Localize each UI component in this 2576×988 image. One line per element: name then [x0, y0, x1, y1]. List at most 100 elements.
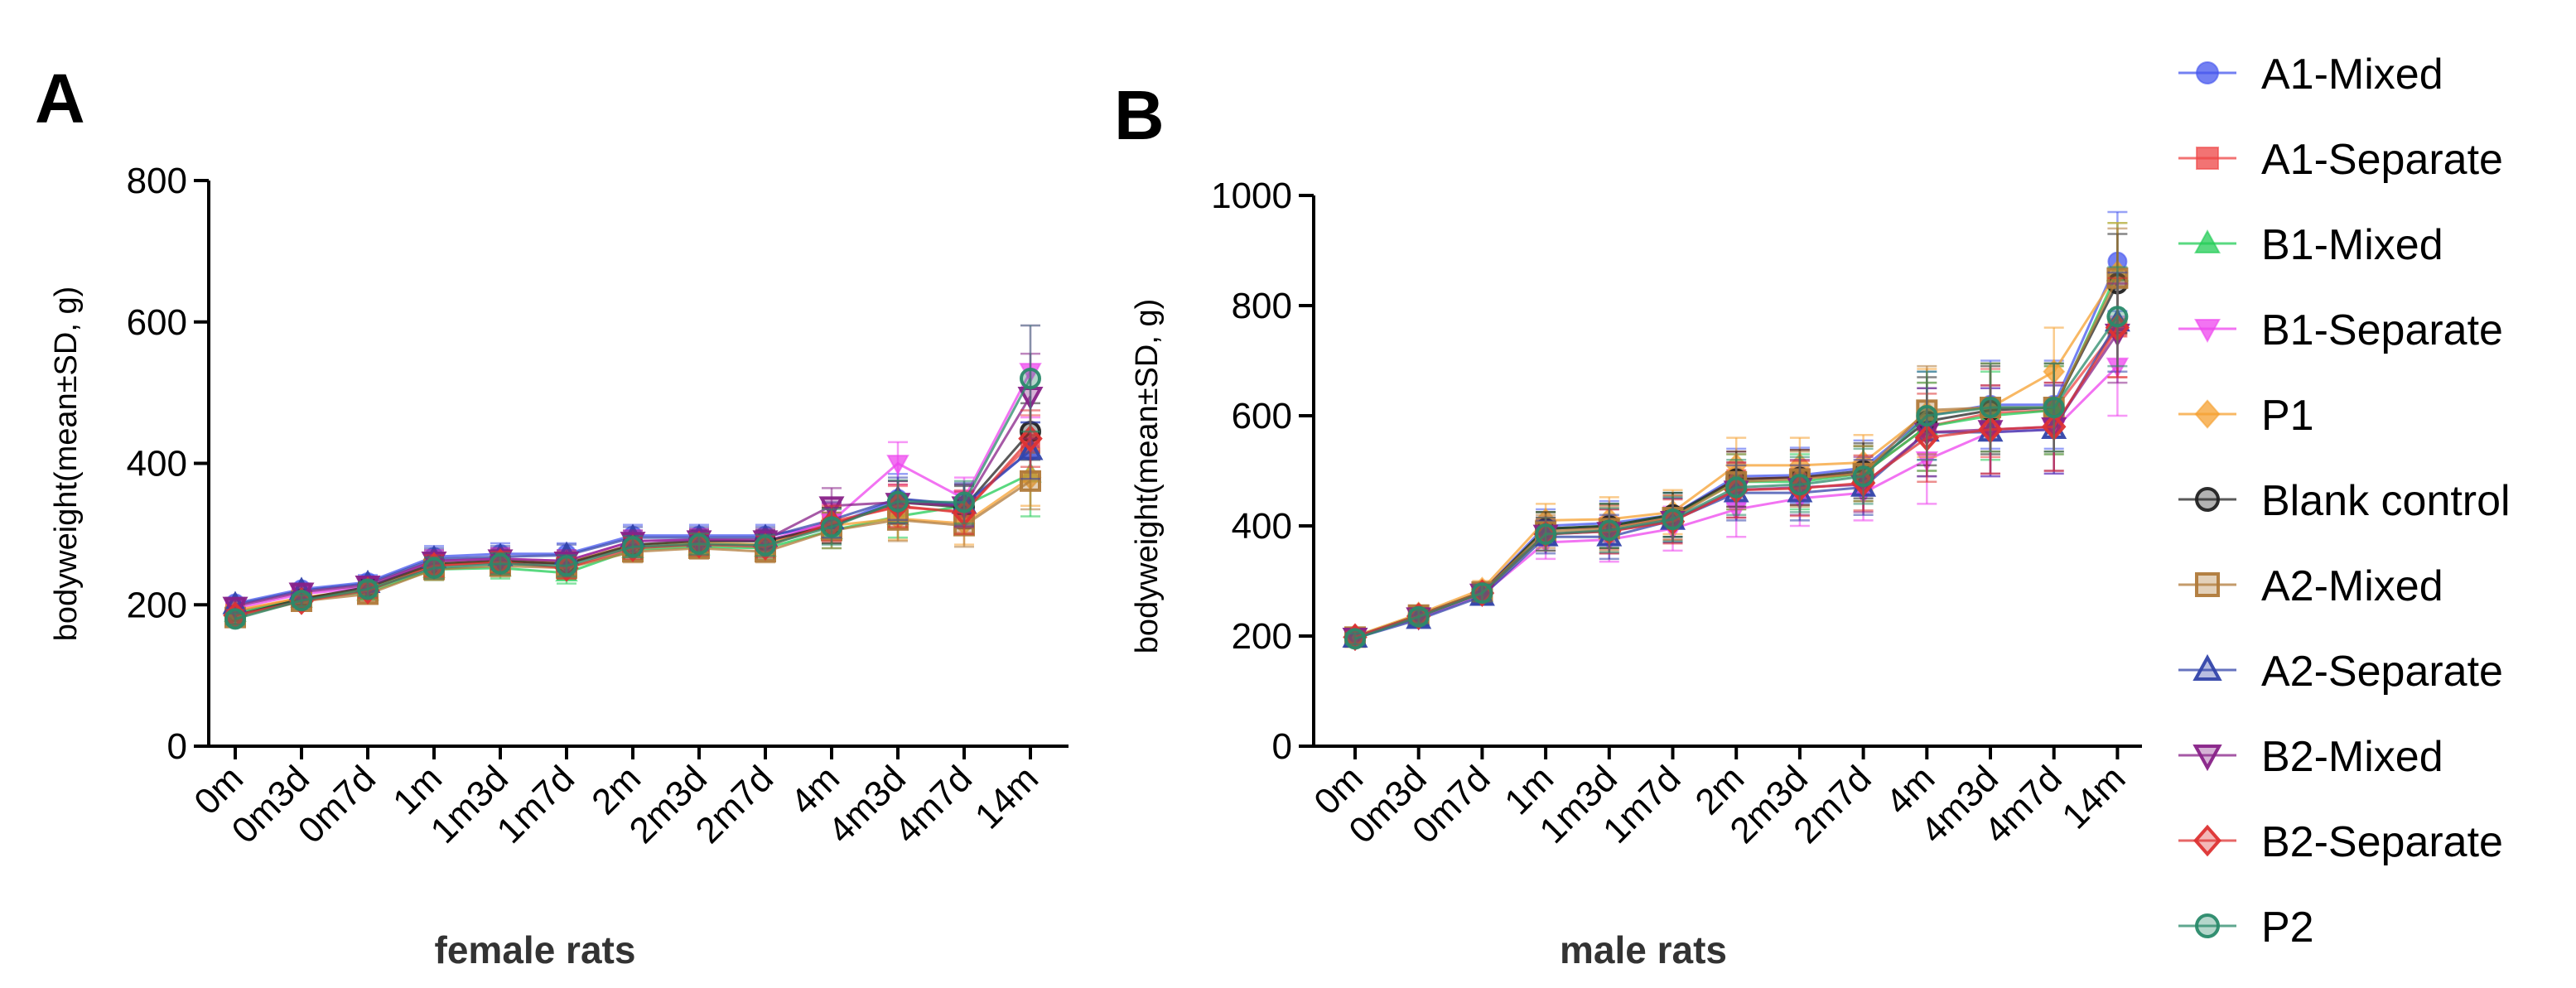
- panel-a-letter: A: [35, 60, 85, 137]
- panel-a-y-axis-label: bodyweight(mean±SD, g): [49, 287, 84, 642]
- legend-item-a2-separate: A2-Separate: [2178, 648, 2503, 696]
- legend-item-p1: P1: [2178, 392, 2314, 440]
- panel-a-x-tick-label: 1m7d: [490, 758, 582, 851]
- panel-b-y-tick-label: 0: [1272, 726, 1292, 767]
- legend-label: Blank control: [2261, 477, 2511, 525]
- panel-a-series-b2-separate: [223, 409, 1043, 629]
- panel-b-data-point-p2: [2043, 397, 2065, 419]
- panel-b-data-point-p2: [1535, 523, 1557, 545]
- panel-a-x-tick-label: 0m7d: [291, 758, 384, 851]
- panel-a-data-point-p2: [224, 608, 246, 630]
- legend: A1-Mixed A1-Separate B1-Mixed B1-Separate P1…: [2178, 51, 2511, 952]
- panel-a-y-tick-label: 0: [167, 726, 187, 767]
- legend-marker-p2: [2195, 913, 2220, 938]
- panel-b-y-tick-label: 400: [1232, 506, 1292, 547]
- panel-a-series-a1-mixed: [225, 421, 1040, 614]
- panel-a-series-line-b1-separate: [234, 370, 1032, 610]
- panel-a-series-p2: [224, 324, 1041, 630]
- panel-b-letter: B: [1114, 76, 1165, 154]
- legend-marker-a1-mixed: [2196, 61, 2219, 84]
- panel-a-data-point-p2: [291, 590, 312, 612]
- panel-a-data-point-b1-separate: [886, 455, 909, 476]
- panel-a-data-point-p2: [953, 491, 975, 513]
- panel-a-x-tick-label: 2m3d: [622, 758, 715, 851]
- legend-item-p2: P2: [2178, 904, 2314, 952]
- legend-marker-b1-separate: [2194, 318, 2221, 344]
- panel-a-x-axis-label: female rats: [435, 928, 636, 971]
- panel-b-y-tick-label: 600: [1232, 396, 1292, 436]
- panel-a-data-point-b2-separate: [1018, 424, 1043, 453]
- legend-item-b2-mixed: B2-Mixed: [2178, 733, 2443, 781]
- panel-b-data-point-p2: [2106, 306, 2129, 328]
- panel-b-y-tick-label: 1000: [1211, 176, 1292, 216]
- legend-label: A1-Mixed: [2261, 51, 2443, 99]
- panel-b-data-point-p2: [1852, 465, 1874, 488]
- panel-a-data-point-p2: [423, 557, 445, 579]
- panel-a-y-tick-label: 400: [127, 444, 187, 484]
- legend-marker-b1-mixed: [2194, 229, 2221, 254]
- panel-a-x-tick-label: 1m3d: [423, 758, 516, 851]
- legend-marker-a2-separate: [2192, 653, 2222, 682]
- panel-b-data-point-p2: [1598, 519, 1620, 542]
- legend-label: P1: [2261, 392, 2314, 440]
- panel-b-y-tick-label: 800: [1232, 286, 1292, 326]
- panel-b-series-b1-mixed: [1343, 222, 2130, 648]
- legend-label: B1-Separate: [2261, 306, 2503, 354]
- panel-b-y-axis-label: bodyweight(mean±SD, g): [1130, 299, 1165, 654]
- panel-a-y-tick-label: 200: [127, 585, 187, 625]
- panel-a-series-b1-separate: [224, 324, 1042, 621]
- panel-b-data-point-p2: [1407, 605, 1430, 628]
- panel-a-data-point-p2: [622, 536, 644, 558]
- panel-b-x-tick-label: 14m: [2054, 758, 2133, 836]
- panel-b-data-point-p2: [1916, 405, 1938, 427]
- legend-item-b2-separate: B2-Separate: [2178, 818, 2503, 866]
- legend-item-b1-mixed: B1-Mixed: [2178, 221, 2443, 269]
- panel-b-data-point-p2: [1344, 628, 1366, 650]
- panel-b-y-tick-label: 200: [1232, 616, 1292, 657]
- panel-b-chart: B bodyweight(mean±SD, g) male rats 0 200 4…: [1114, 76, 2142, 971]
- legend-label: B1-Mixed: [2261, 221, 2443, 269]
- legend-label: A2-Mixed: [2261, 562, 2443, 610]
- panel-b-series-p2: [1344, 266, 2129, 650]
- panel-a-data-point-p2: [755, 534, 776, 557]
- panel-a-data-point-p2: [556, 555, 577, 577]
- panel-b-data-point-p2: [1662, 508, 1684, 531]
- legend-label: B2-Mixed: [2261, 733, 2443, 781]
- panel-b-data-point-p2: [1471, 582, 1493, 605]
- panel-b-x-axis-label: male rats: [1560, 928, 1727, 971]
- panel-a-x-tick-label: 4m3d: [821, 758, 914, 851]
- panel-a-y-tick-label: 600: [127, 302, 187, 343]
- legend-marker-a1-separate: [2196, 147, 2219, 170]
- legend-marker-b2-mixed: [2192, 744, 2222, 772]
- panel-a-data-point-p2: [887, 490, 909, 513]
- panel-b-data-point-p2: [1980, 397, 2001, 419]
- panel-a-data-point-p2: [821, 516, 842, 538]
- legend-label: P2: [2261, 904, 2314, 952]
- panel-a-x-tick-label: 14m: [967, 758, 1046, 836]
- panel-a-data-point-p2: [688, 533, 710, 555]
- panel-a-series-b2-mixed: [222, 352, 1044, 620]
- panel-a-series: [222, 324, 1044, 630]
- panel-a-x-tick-label: 4m7d: [887, 758, 980, 851]
- legend-marker-a2-mixed: [2195, 572, 2220, 597]
- legend-item-b1-separate: B1-Separate: [2178, 306, 2503, 354]
- legend-item-a1-separate: A1-Separate: [2178, 136, 2503, 184]
- panel-b-series: [1342, 210, 2130, 652]
- legend-marker-p1: [2194, 399, 2221, 429]
- panel-a-chart: A bodyweight(mean±SD, g) female rats 0 20…: [35, 60, 1069, 971]
- legend-label: A2-Separate: [2261, 648, 2503, 696]
- panel-a-data-point-p2: [1020, 368, 1041, 390]
- panel-b-series-p1: [1343, 222, 2129, 649]
- legend-label: A1-Separate: [2261, 136, 2503, 184]
- legend-marker-blank-control: [2195, 487, 2220, 512]
- panel-a-data-point-p2: [490, 552, 511, 575]
- panel-a-x-tick-label: 2m7d: [688, 758, 781, 851]
- legend-item-blank-control: Blank control: [2178, 477, 2511, 525]
- panel-b-data-point-p2: [1788, 474, 1811, 496]
- legend-item-a2-mixed: A2-Mixed: [2178, 562, 2443, 610]
- legend-item-a1-mixed: A1-Mixed: [2178, 51, 2443, 99]
- panel-a-x-tick-label: 0m3d: [224, 758, 317, 851]
- panel-a-y-tick-label: 800: [127, 161, 187, 201]
